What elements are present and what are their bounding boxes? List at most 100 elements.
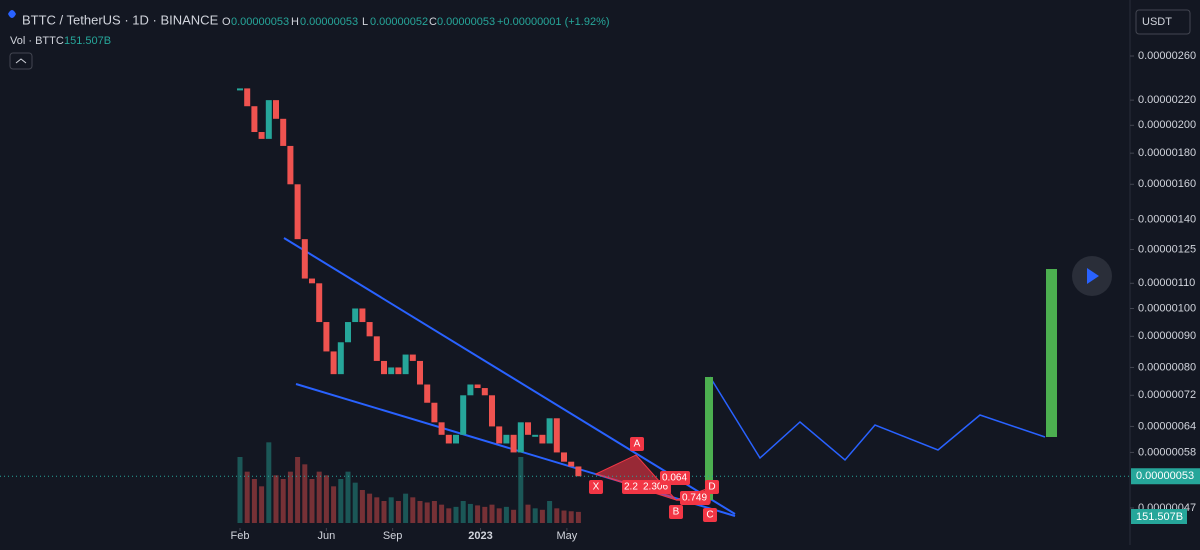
c-label: C xyxy=(429,16,437,28)
volume-bar xyxy=(395,501,401,523)
y-tick-label: 0.00000260 xyxy=(1138,50,1196,62)
pattern-point: D xyxy=(708,482,715,493)
volume-bar xyxy=(287,471,293,523)
candle xyxy=(431,402,438,423)
l-value: 0.00000052 xyxy=(370,16,428,28)
candle xyxy=(503,434,510,444)
pattern-point-box xyxy=(589,480,603,494)
candle xyxy=(359,308,366,323)
pattern-point: X xyxy=(593,482,600,493)
vol-value: 151.507B xyxy=(64,35,111,47)
candle xyxy=(309,278,315,284)
vol-label: Vol · BTTC xyxy=(10,35,64,47)
candle xyxy=(402,354,409,375)
y-tick-label: 0.00000160 xyxy=(1138,178,1196,190)
volume-bar xyxy=(568,511,574,523)
l-label: L xyxy=(362,16,368,28)
candle xyxy=(532,434,539,437)
candle xyxy=(467,384,474,396)
volume-bar xyxy=(388,497,394,523)
volume-bar xyxy=(453,506,459,523)
volume-bar xyxy=(295,457,301,523)
y-tick-label: 0.00000058 xyxy=(1138,446,1196,458)
candle xyxy=(510,434,517,453)
volume-bar xyxy=(424,502,430,523)
candle xyxy=(287,145,294,185)
y-tick-label: 0.00000140 xyxy=(1138,213,1196,225)
ratio-label: 0.064 xyxy=(662,473,687,484)
symbol: BTTC / TetherUS · 1D · BINANCE xyxy=(22,12,219,27)
volume-bar xyxy=(503,506,509,523)
volume-bar xyxy=(482,506,488,523)
collapse-button[interactable] xyxy=(9,52,33,70)
pattern-point: A xyxy=(634,439,641,450)
currency-button[interactable] xyxy=(1135,9,1191,35)
volume-bar xyxy=(266,442,272,523)
candle xyxy=(258,132,265,139)
volume-bar xyxy=(316,471,322,523)
volume-bar xyxy=(251,479,257,523)
x-tick-label: May xyxy=(556,530,577,542)
volume-bar xyxy=(374,497,380,523)
y-tick-label: 0.00000200 xyxy=(1138,119,1196,131)
volume-bar xyxy=(539,509,545,523)
volume-bar xyxy=(431,501,437,523)
last-price-label: 0.00000053 xyxy=(1136,470,1194,482)
volume-bar xyxy=(259,486,265,523)
volume-bar xyxy=(518,457,524,523)
ratio-label: 0.749 xyxy=(682,493,707,504)
change: +0.00000001 (+1.92%) xyxy=(497,16,610,28)
candle xyxy=(424,384,431,403)
candle xyxy=(265,100,272,139)
candle xyxy=(438,422,445,435)
last-volume-box xyxy=(1131,509,1187,524)
target-bar xyxy=(1046,269,1057,437)
volume-bar xyxy=(525,504,531,523)
trendline xyxy=(283,237,736,515)
candle xyxy=(568,461,575,467)
volume-bar xyxy=(323,475,329,523)
y-tick-label: 0.00000110 xyxy=(1138,277,1195,289)
y-tick-label: 0.00000064 xyxy=(1138,420,1196,432)
volume-bar xyxy=(302,464,308,523)
y-tick-label: 0.00000080 xyxy=(1138,361,1196,373)
volume-bar xyxy=(547,501,553,523)
candle xyxy=(395,367,402,375)
x-tick-label: Sep xyxy=(383,530,403,542)
h-value: 0.00000053 xyxy=(300,16,358,28)
symbol-icon xyxy=(8,10,16,18)
candle xyxy=(366,322,373,337)
candle xyxy=(352,308,359,323)
volume-bar xyxy=(489,504,495,523)
y-tick-label: 0.00000180 xyxy=(1138,147,1196,159)
volume-bar xyxy=(367,493,373,523)
play-icon xyxy=(1087,268,1099,284)
candle xyxy=(345,322,351,343)
candle xyxy=(546,418,553,444)
pattern-point: B xyxy=(673,507,680,518)
volume-bar xyxy=(381,501,387,523)
volume-bar xyxy=(273,475,279,523)
candle xyxy=(381,360,387,375)
volume-bar xyxy=(439,504,445,523)
volume-bar xyxy=(460,501,466,523)
candle xyxy=(330,351,337,375)
volume-bar xyxy=(532,508,538,523)
h-label: H xyxy=(291,16,299,28)
pattern-point-box xyxy=(705,480,719,494)
candle xyxy=(388,367,395,375)
volume-bar xyxy=(554,508,560,523)
candle xyxy=(417,360,423,385)
candle xyxy=(251,106,258,133)
candle xyxy=(244,88,251,107)
pattern-point: C xyxy=(706,510,713,521)
currency: USDT xyxy=(1142,16,1172,28)
candle xyxy=(525,422,531,435)
candle xyxy=(481,388,488,396)
candle xyxy=(409,354,416,361)
candle xyxy=(373,336,380,361)
x-tick-label: 2023 xyxy=(468,530,492,542)
volume-bar xyxy=(446,508,452,523)
